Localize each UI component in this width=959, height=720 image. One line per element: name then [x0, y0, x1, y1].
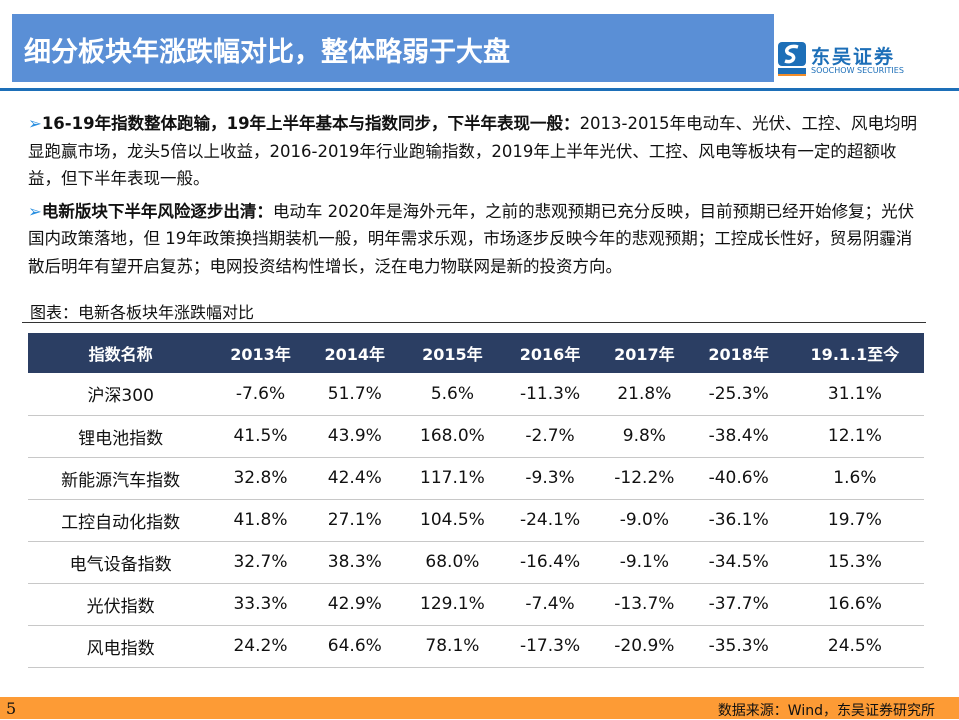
- return-cell: 31.1%: [785, 373, 924, 416]
- return-cell: 43.9%: [307, 415, 402, 458]
- return-cell: 51.7%: [307, 373, 402, 416]
- bullet-arrow-icon: ➢: [28, 201, 42, 221]
- return-cell: -9.1%: [597, 541, 692, 584]
- return-cell: 24.5%: [785, 625, 924, 668]
- column-header: 2014年: [307, 333, 402, 373]
- return-cell: 33.3%: [213, 583, 308, 626]
- slide-title: 细分板块年涨跌幅对比，整体略弱于大盘: [12, 14, 774, 82]
- return-cell: -9.3%: [502, 457, 598, 500]
- return-cell: 15.3%: [785, 541, 924, 584]
- column-header: 2015年: [401, 333, 503, 373]
- return-cell: -20.9%: [597, 625, 692, 668]
- return-cell: 117.1%: [401, 457, 503, 500]
- table-row: 沪深300 -7.6% 51.7% 5.6% -11.3% 21.8% -25.3% 31.1…: [28, 373, 924, 416]
- bullet-arrow-icon: ➢: [28, 114, 42, 133]
- index-name-cell: 电气设备指数: [28, 541, 214, 584]
- return-cell: 42.4%: [307, 457, 402, 500]
- return-cell: 27.1%: [307, 499, 402, 542]
- column-header: 19.1.1至今: [785, 333, 924, 373]
- index-name-cell: 光伏指数: [28, 583, 214, 626]
- return-cell: 104.5%: [401, 499, 503, 542]
- return-cell: -9.0%: [597, 499, 692, 542]
- return-cell: 16.6%: [785, 583, 924, 626]
- table-row: 锂电池指数 41.5% 43.9% 168.0% -2.7% 9.8% -38.4% 12.1…: [28, 415, 924, 458]
- return-cell: 64.6%: [307, 625, 402, 668]
- index-name-cell: 沪深300: [28, 373, 214, 416]
- column-header: 指数名称: [28, 333, 214, 373]
- bullet-heading: 电新版块下半年风险逐步出清：: [41, 201, 273, 221]
- return-cell: 38.3%: [307, 541, 402, 584]
- column-header: 2016年: [502, 333, 598, 373]
- return-cell: -11.3%: [502, 373, 598, 416]
- return-cell: -12.2%: [597, 457, 692, 500]
- table-row: 新能源汽车指数 32.8% 42.4% 117.1% -9.3% -12.2% -40.6%…: [28, 457, 924, 500]
- soochow-logo-icon: [778, 42, 806, 76]
- table-row: 风电指数 24.2% 64.6% 78.1% -17.3% -20.9% -35.3% 24.…: [28, 625, 924, 668]
- return-cell: -13.7%: [597, 583, 692, 626]
- return-cell: -7.4%: [502, 583, 598, 626]
- column-header: 2018年: [691, 333, 786, 373]
- data-source: 数据来源：Wind，东吴证券研究所: [717, 703, 935, 719]
- column-header: 2017年: [597, 333, 692, 373]
- table-row: 光伏指数 33.3% 42.9% 129.1% -7.4% -13.7% -37.7% 16.…: [28, 583, 924, 626]
- return-cell: -38.4%: [691, 415, 786, 458]
- return-cell: -37.7%: [691, 583, 786, 626]
- return-cell: 42.9%: [307, 583, 402, 626]
- return-cell: -2.7%: [502, 415, 598, 458]
- table-caption: 图表：电新各板块年涨跌幅对比: [30, 303, 255, 322]
- bullet-paragraph: ➢16-19年指数整体跑输，19年上半年基本与指数同步，下半年表现一般：2013…: [28, 110, 918, 193]
- return-cell: -16.4%: [502, 541, 598, 584]
- return-cell: 24.2%: [213, 625, 308, 668]
- index-name-cell: 风电指数: [28, 625, 214, 668]
- returns-table: 指数名称 2013年 2014年 2015年 2016年 2017年 2018年 19.1.1…: [28, 333, 924, 668]
- logo-english-name: SOOCHOW SECURITIES: [811, 66, 904, 75]
- bullet-paragraph: ➢电新版块下半年风险逐步出清：电动车 2020年是海外元年，之前的悲观预期已充分…: [28, 198, 918, 281]
- bullet-text: 电动车 2020年是海外元年，之前的悲观预期已充分反映，目前预期已经开始修复；光…: [28, 201, 915, 276]
- return-cell: 32.8%: [213, 457, 308, 500]
- table-row: 工控自动化指数 41.8% 27.1% 104.5% -24.1% -9.0% -36.1%…: [28, 499, 924, 542]
- return-cell: -24.1%: [502, 499, 598, 542]
- return-cell: -7.6%: [213, 373, 308, 416]
- return-cell: 1.6%: [785, 457, 924, 500]
- column-header: 2013年: [213, 333, 308, 373]
- return-cell: -17.3%: [502, 625, 598, 668]
- bullet-heading: 16-19年指数整体跑输，19年上半年基本与指数同步，下半年表现一般：: [41, 114, 580, 133]
- return-cell: -35.3%: [691, 625, 786, 668]
- index-name-cell: 新能源汽车指数: [28, 457, 214, 500]
- page-number: 5: [6, 699, 17, 718]
- index-name-cell: 锂电池指数: [28, 415, 214, 458]
- return-cell: 12.1%: [785, 415, 924, 458]
- return-cell: 68.0%: [401, 541, 503, 584]
- index-name-cell: 工控自动化指数: [28, 499, 214, 542]
- table-header-row: 指数名称 2013年 2014年 2015年 2016年 2017年 2018年 19.1.1…: [28, 333, 924, 373]
- return-cell: -34.5%: [691, 541, 786, 584]
- return-cell: 32.7%: [213, 541, 308, 584]
- company-logo: 东吴证券 SOOCHOW SECURITIES: [778, 42, 938, 78]
- return-cell: -36.1%: [691, 499, 786, 542]
- return-cell: 19.7%: [785, 499, 924, 542]
- return-cell: -40.6%: [691, 457, 786, 500]
- footer-bar: 5 数据来源：Wind，东吴证券研究所: [0, 697, 959, 719]
- return-cell: 41.8%: [213, 499, 308, 542]
- return-cell: 5.6%: [401, 373, 503, 416]
- return-cell: 78.1%: [401, 625, 503, 668]
- return-cell: -25.3%: [691, 373, 786, 416]
- return-cell: 41.5%: [213, 415, 308, 458]
- logo-chinese-name: 东吴证券: [811, 46, 896, 68]
- return-cell: 21.8%: [597, 373, 692, 416]
- caption-divider: [22, 322, 926, 323]
- return-cell: 9.8%: [597, 415, 692, 458]
- bullet-text: 2013-2015年电动车、光伏、工控、风电均明显跑赢市场，龙头5倍以上收益，2…: [28, 114, 917, 188]
- body-text: ➢16-19年指数整体跑输，19年上半年基本与指数同步，下半年表现一般：2013…: [28, 110, 918, 285]
- header-divider: [0, 88, 959, 91]
- return-cell: 129.1%: [401, 583, 503, 626]
- return-cell: 168.0%: [401, 415, 503, 458]
- table-row: 电气设备指数 32.7% 38.3% 68.0% -16.4% -9.1% -34.5% 15…: [28, 541, 924, 584]
